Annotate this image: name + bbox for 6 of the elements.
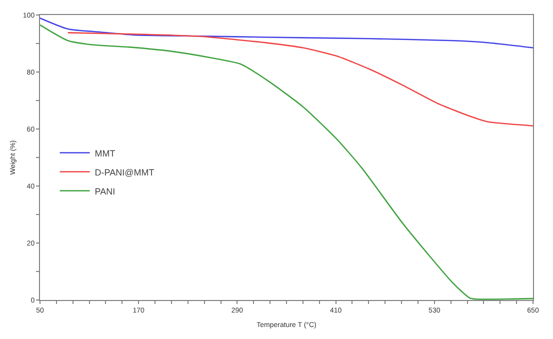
line-series	[40, 24, 533, 300]
legend-label: PANI	[94, 186, 116, 196]
legend-label: MMT	[94, 148, 116, 158]
line-series	[67, 32, 533, 127]
legend-label: D-PANI@MMT	[94, 167, 155, 178]
line-series	[40, 17, 533, 48]
